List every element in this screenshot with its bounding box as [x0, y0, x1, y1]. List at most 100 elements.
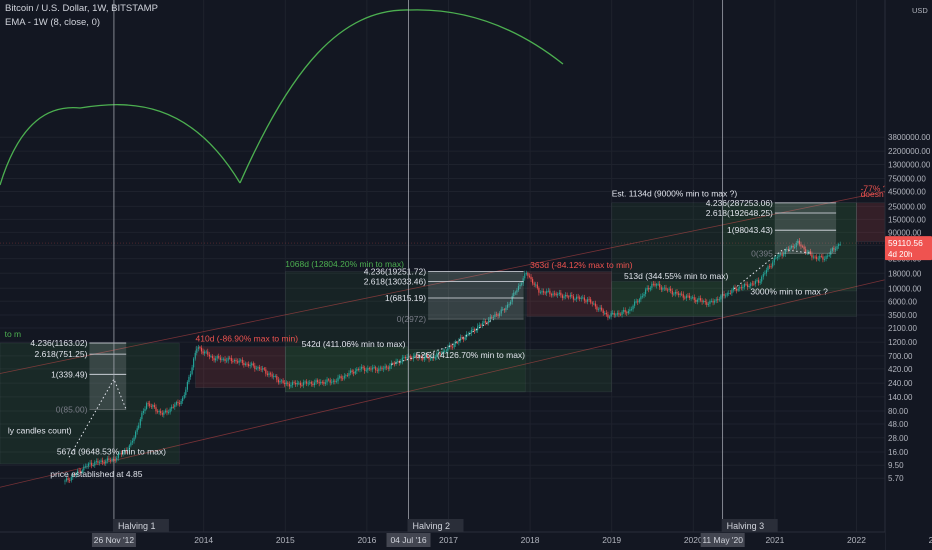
candle-body [546, 290, 548, 294]
candle-body [710, 301, 713, 302]
candle-body [262, 368, 264, 370]
halving-label-bg-1 [112, 519, 169, 532]
halving-date-badge-1 [91, 533, 136, 547]
candle-body [726, 293, 728, 296]
candle-body [521, 283, 523, 285]
candle-body [433, 357, 435, 359]
candle-body [375, 367, 377, 371]
candle-body [183, 395, 185, 398]
candle-body [671, 290, 673, 295]
candle-body [147, 403, 149, 405]
candle-body [291, 382, 294, 386]
candle-body [338, 376, 341, 378]
candle-body [299, 382, 301, 386]
x-tick-label: 2023 [929, 535, 932, 545]
candle-body [532, 279, 534, 284]
candle-body [161, 413, 163, 415]
candle-body [295, 382, 297, 385]
candle-body [657, 283, 659, 285]
candle-body [814, 256, 816, 258]
candle-body [353, 372, 355, 374]
candle-body [789, 247, 791, 250]
candle-body [345, 375, 347, 377]
candle-body [141, 412, 143, 420]
candle-body [437, 352, 440, 354]
candle-body [527, 273, 529, 276]
candle-body [828, 255, 830, 256]
candle-body [503, 309, 505, 311]
candle-body [258, 367, 261, 369]
candle-body [714, 300, 716, 303]
candle-body [304, 381, 306, 383]
candle-body [720, 295, 722, 300]
candle-body [563, 296, 565, 298]
candle-body [371, 367, 374, 370]
candles [64, 237, 841, 485]
candle-body [171, 406, 173, 409]
candle-body [124, 450, 126, 453]
candle-body [451, 346, 454, 348]
candle-body [599, 307, 601, 309]
candle-body [367, 368, 369, 371]
candle-body [403, 357, 405, 358]
candle-body [583, 297, 585, 301]
annotation-12: price established at 4.85 [50, 469, 142, 479]
annotation-9: -77% ? [861, 183, 888, 193]
candle-body [216, 356, 218, 359]
candle-body [666, 289, 669, 291]
candle-body [326, 379, 328, 383]
candle-body [497, 314, 499, 316]
candle-body [582, 297, 584, 299]
candle-body [552, 293, 554, 296]
candle-body [455, 342, 457, 345]
candle-body [117, 453, 119, 458]
candle-body [644, 289, 647, 294]
candle-body [164, 410, 167, 413]
candle-body [381, 367, 383, 370]
candle-body [745, 283, 747, 285]
candle-body [414, 354, 416, 357]
fib-level-label: 4.236(1163.02) [30, 338, 87, 348]
candle-body [635, 301, 637, 303]
candle-body [638, 299, 640, 303]
candle-body [458, 340, 460, 343]
candle-body [238, 360, 240, 363]
candle-body [511, 295, 513, 302]
candle-body [444, 350, 446, 352]
annotation-2: 542d (411.06% min to max) [302, 339, 406, 349]
candle-body [373, 367, 375, 369]
fib-level-label: 0(2972) [397, 314, 426, 324]
candle-body [640, 296, 642, 300]
candle-body [422, 357, 424, 360]
candle-body [65, 478, 68, 481]
x-tick-label: 2018 [521, 535, 540, 545]
candle-body [500, 309, 502, 314]
halving-label-bg-3 [721, 519, 778, 532]
candle-body [593, 303, 595, 305]
annotation-3: 1068d (12804.20% min to max) [285, 259, 404, 269]
candle-body [331, 381, 333, 383]
candle-body [670, 288, 672, 291]
candle-body [794, 247, 796, 248]
candle-body [111, 458, 113, 461]
candle-body [665, 287, 667, 290]
y-tick-label: 16.00 [888, 448, 909, 457]
candle-body [285, 382, 287, 384]
candle-body [481, 323, 483, 326]
candle-body [348, 373, 350, 376]
candle-body [328, 379, 330, 381]
candle-body [145, 403, 148, 409]
candle-body [492, 316, 494, 318]
candle-body [207, 351, 209, 355]
bar-countdown: 4d 20h [888, 250, 912, 259]
candle-body [759, 281, 761, 283]
candle-body [682, 294, 684, 298]
candle-body [80, 471, 82, 473]
candle-body [227, 357, 229, 361]
candle-body [761, 276, 763, 282]
candle-body [91, 462, 93, 466]
candle-body [447, 347, 449, 351]
candle-body [116, 457, 118, 461]
halving-date-label-3: 11 May '20 [702, 535, 743, 545]
